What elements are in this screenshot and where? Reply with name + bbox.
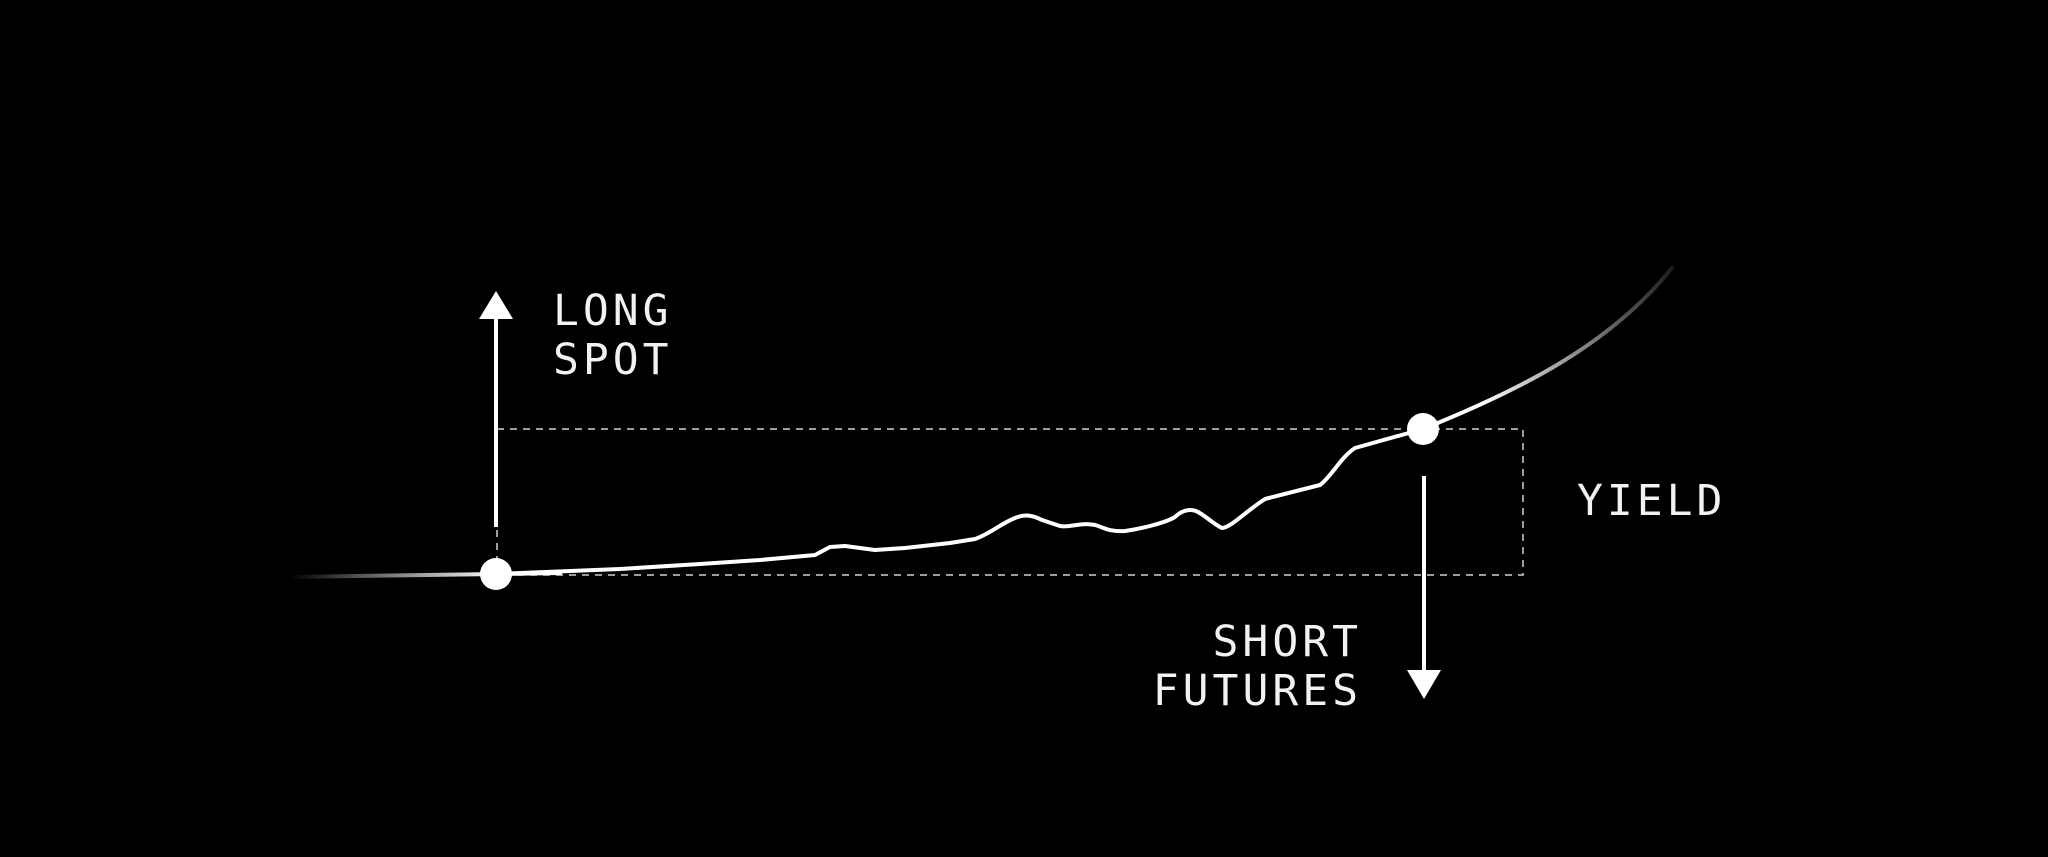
price-curve-right-tail [1421,266,1674,431]
price-curve [495,427,1425,576]
long-label-line2: SPOT [553,335,673,385]
spot-entry-point [480,558,512,590]
down-arrow-icon [1407,670,1441,699]
futures-entry-point [1407,413,1439,445]
yield-label: YIELD [1577,476,1726,526]
yield-range-box [496,428,1524,576]
up-arrow-icon [479,291,513,319]
short-label-line2: FUTURES [1153,666,1362,716]
long-label-line1: LONG [553,286,673,336]
short-label-line1: SHORT [1213,617,1362,667]
